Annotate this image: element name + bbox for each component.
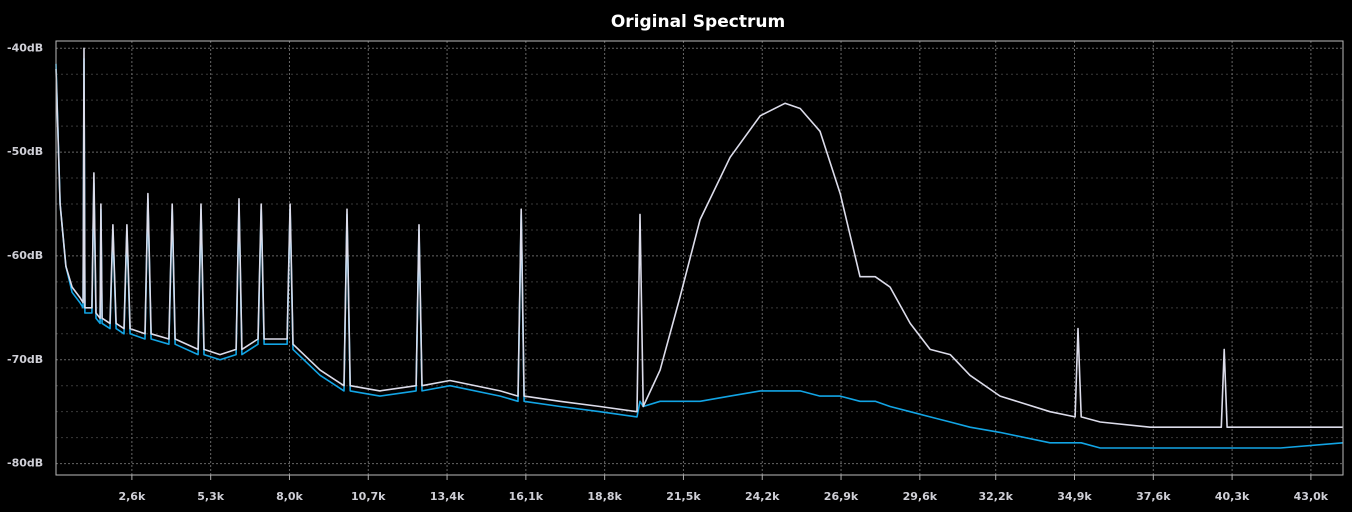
y-tick-label: -40dB — [7, 41, 43, 54]
x-tick-label: 43,0k — [1294, 490, 1329, 503]
x-tick-label: 5,3k — [197, 490, 224, 503]
y-tick-label: -60dB — [7, 249, 43, 262]
x-tick-label: 16,1k — [509, 490, 544, 503]
x-tick-label: 37,6k — [1136, 490, 1171, 503]
x-tick-label: 21,5k — [666, 490, 701, 503]
x-tick-label: 24,2k — [745, 490, 780, 503]
y-tick-label: -70dB — [7, 353, 43, 366]
x-tick-label: 2,6k — [118, 490, 145, 503]
x-tick-label: 26,9k — [824, 490, 859, 503]
y-tick-label: -50dB — [7, 145, 43, 158]
spectrum-line — [55, 47, 1343, 428]
x-tick-label: 10,7k — [351, 490, 386, 503]
chart-title: Original Spectrum — [611, 12, 785, 32]
x-tick-label: 34,9k — [1057, 490, 1092, 503]
y-tick-label: -80dB — [7, 457, 43, 470]
plot-border — [55, 40, 1344, 476]
x-tick-label: 18,8k — [587, 490, 622, 503]
x-tick-label: 8,0k — [276, 490, 303, 503]
x-tick-label: 29,6k — [903, 490, 938, 503]
x-tick-label: 32,2k — [978, 490, 1013, 503]
spectrum-line — [55, 57, 1344, 449]
x-tick-label: 40,3k — [1215, 490, 1250, 503]
x-tick-label: 13,4k — [430, 490, 465, 503]
